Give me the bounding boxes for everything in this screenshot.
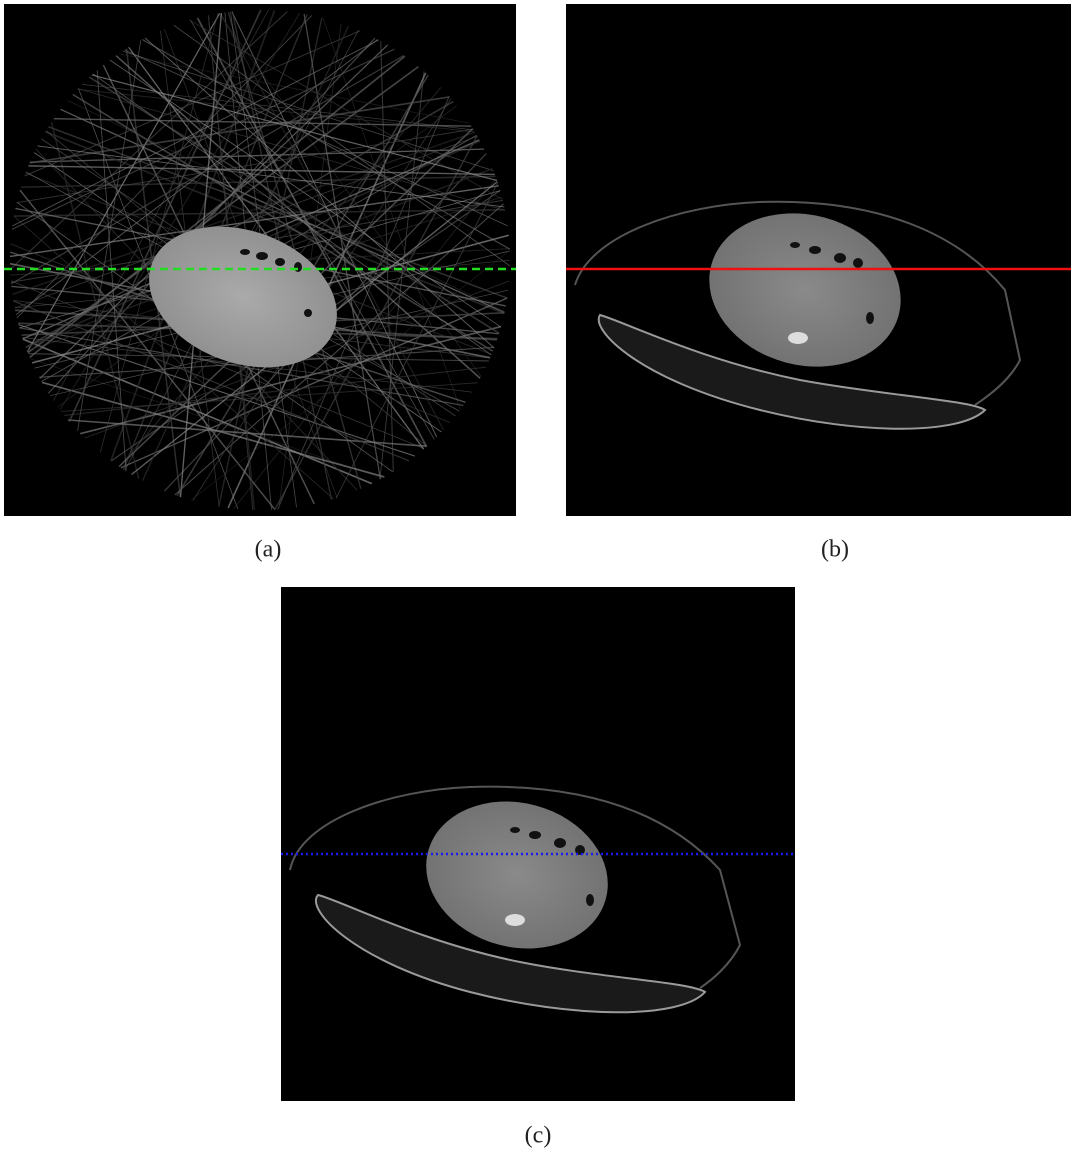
bright-spot [788, 332, 808, 344]
page: (a) (b) (c) (() => { const data = JSON.p… [0, 0, 1071, 1158]
panel-b: (b) [566, 4, 1071, 563]
bright-spot [505, 914, 525, 926]
caption: (b) [821, 537, 849, 563]
panel-a: (a) [4, 4, 516, 563]
panel-c: (c) [281, 587, 795, 1149]
caption: (c) [525, 1123, 552, 1149]
figure: (a) (b) (c) [0, 0, 1071, 1158]
caption: (a) [255, 537, 282, 563]
